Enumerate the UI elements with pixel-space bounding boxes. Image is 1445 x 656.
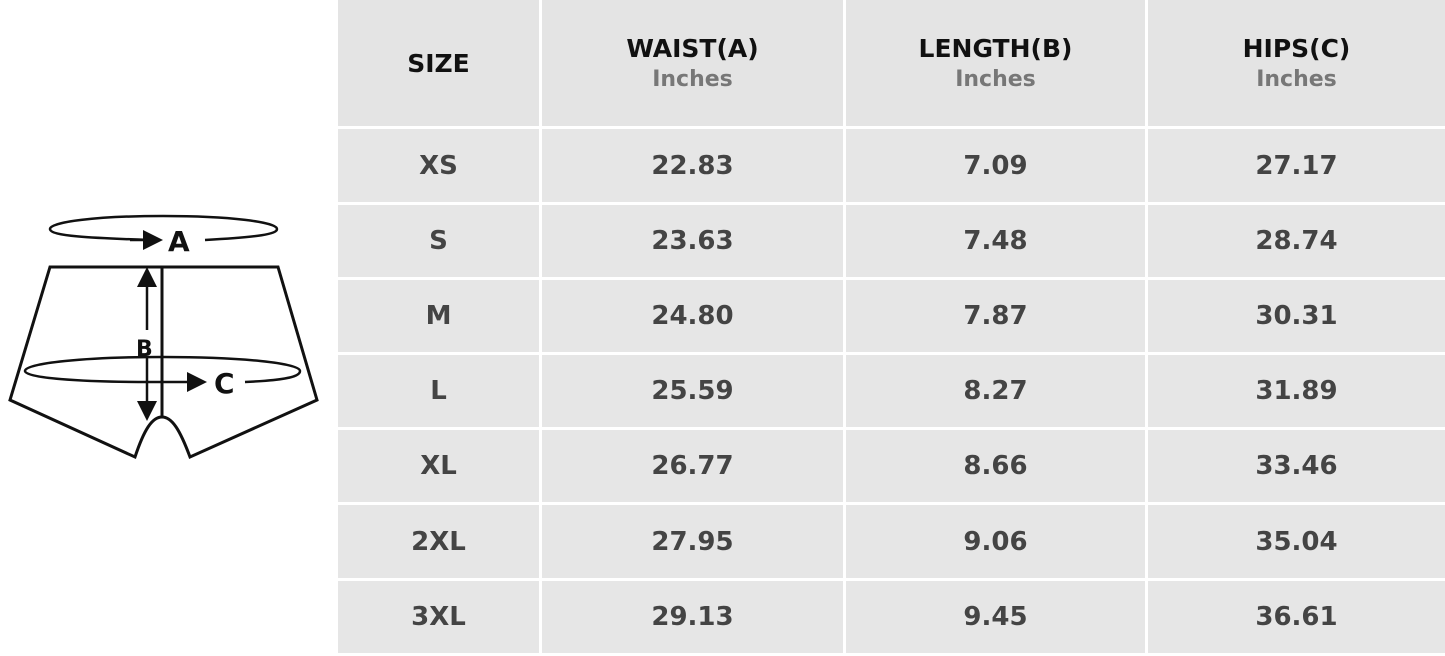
- length-cell: 8.27: [846, 355, 1148, 431]
- hips-cell: 31.89: [1148, 355, 1445, 431]
- unit-label: Inches: [652, 67, 733, 93]
- header-size: SIZE: [338, 0, 542, 130]
- hips-cell: 33.46: [1148, 430, 1445, 506]
- waist-cell: 23.63: [542, 204, 846, 280]
- label-b: B: [136, 337, 153, 362]
- header-waist: WAIST(A) Inches: [542, 0, 846, 130]
- size-cell: 2XL: [338, 505, 542, 581]
- hips-cell: 28.74: [1148, 205, 1445, 280]
- length-cell: 9.45: [846, 580, 1148, 656]
- length-cell: 7.09: [846, 129, 1148, 205]
- size-cell: XL: [338, 430, 542, 506]
- table-row: 3XL 29.13 9.45 36.61: [338, 580, 1445, 656]
- table-row: XS 22.83 7.09 27.17: [338, 129, 1445, 205]
- hip-loop: [23, 355, 302, 384]
- waist-cell: 27.95: [542, 505, 846, 581]
- size-cell: S: [338, 204, 542, 280]
- size-cell: L: [338, 355, 542, 431]
- unit-label: Inches: [1256, 67, 1337, 93]
- waist-cell: 29.13: [542, 580, 846, 656]
- size-cell: XS: [338, 129, 542, 205]
- unit-label: Inches: [955, 67, 1036, 93]
- length-cell: 9.06: [846, 505, 1148, 581]
- shorts-outline: [8, 265, 319, 460]
- hips-cell: 36.61: [1148, 581, 1445, 656]
- length-cell: 7.87: [846, 279, 1148, 356]
- waist-cell: 24.80: [542, 279, 846, 356]
- waist-loop: [48, 214, 279, 242]
- length-cell: 7.48: [846, 204, 1148, 280]
- header-row: SIZE WAIST(A) Inches LENGTH(B) Inches HIPS…: [338, 0, 1445, 130]
- table-row: XL 26.77 8.66 33.46: [338, 430, 1445, 506]
- waist-cell: 22.83: [542, 129, 846, 205]
- waist-cell: 25.59: [542, 355, 846, 431]
- hips-cell: 35.04: [1148, 505, 1445, 581]
- table-row: S 23.63 7.48 28.74: [338, 204, 1445, 280]
- label-a: A: [168, 225, 190, 258]
- size-cell: M: [338, 279, 542, 356]
- waist-cell: 26.77: [542, 430, 846, 506]
- header-length: LENGTH(B) Inches: [846, 0, 1148, 130]
- header-hips: HIPS(C) Inches: [1148, 0, 1445, 130]
- hips-cell: 30.31: [1148, 280, 1445, 356]
- length-cell: 8.66: [846, 430, 1148, 506]
- table-row: 2XL 27.95 9.06 35.04: [338, 505, 1445, 581]
- label-c: C: [214, 367, 235, 400]
- shorts-measurement-diagram: A B C: [8, 214, 319, 460]
- size-cell: 3XL: [338, 580, 542, 656]
- table-row: L 25.59 8.27 31.89: [338, 355, 1445, 431]
- size-chart-table: SIZE WAIST(A) Inches LENGTH(B) Inches HIPS…: [338, 0, 1445, 656]
- table-row: M 24.80 7.87 30.31: [338, 279, 1445, 356]
- hips-cell: 27.17: [1148, 129, 1445, 205]
